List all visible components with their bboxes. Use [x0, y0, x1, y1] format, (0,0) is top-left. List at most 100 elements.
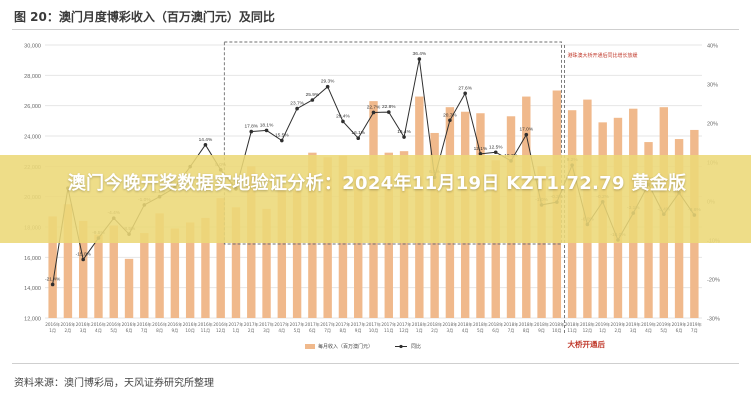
legend-swatch-point: [399, 344, 403, 349]
x-tick-month: 8月: [523, 328, 530, 334]
left-tick-label: 24,000: [24, 135, 41, 141]
x-tick-month: 2月: [64, 328, 71, 334]
yoy-point: [295, 106, 299, 111]
x-tick-month: 1月: [233, 328, 240, 334]
yoy-point: [203, 143, 208, 147]
yoy-data-label: 15.5%: [275, 133, 289, 139]
x-tick-year: 2016年: [137, 321, 152, 328]
x-tick-month: 4月: [95, 328, 102, 334]
x-tick-month: 2月: [248, 328, 255, 334]
yoy-point: [264, 128, 269, 133]
x-tick-month: 3月: [446, 328, 453, 334]
bar: [216, 198, 225, 318]
x-tick-month: 6月: [309, 328, 316, 334]
yoy-point: [81, 257, 85, 262]
x-tick-month: 4月: [278, 328, 285, 334]
x-tick-year: 2017年: [381, 321, 396, 328]
yoy-point: [50, 282, 55, 287]
top-divider: [12, 29, 739, 30]
yoy-data-label: -21.4%: [45, 276, 61, 282]
x-tick-year: 2018年: [534, 321, 549, 328]
right-tick-label: 40%: [707, 44, 718, 50]
x-tick-year: 2017年: [320, 321, 335, 328]
yoy-data-label: 17.8%: [244, 124, 258, 130]
headline-text: 澳门今晚开奖数据实地验证分析：2024年11月19日 KZT1.72.79 黄金…: [67, 173, 687, 194]
x-tick-year: 2018年: [427, 321, 442, 328]
x-tick-year: 2016年: [122, 321, 137, 328]
x-axis-ticks: 2016年1月2016年2月2016年3月2016年4月2016年5月2016年…: [45, 321, 702, 334]
right-tick-label: 20%: [707, 122, 718, 128]
x-tick-month: 6月: [126, 328, 133, 334]
x-tick-month: 5月: [294, 328, 301, 334]
x-tick-month: 2月: [431, 328, 438, 334]
x-tick-year: 2019年: [626, 321, 641, 328]
left-tick-label: 14,000: [24, 286, 41, 292]
x-tick-month: 3月: [263, 328, 270, 334]
x-tick-month: 9月: [171, 328, 178, 334]
x-tick-year: 2019年: [595, 321, 610, 328]
x-tick-month: 7月: [141, 328, 148, 334]
x-tick-year: 2018年: [488, 321, 503, 328]
source-note: 资料来源：澳门博彩局，天风证券研究所整理: [14, 378, 214, 389]
x-tick-year: 2016年: [91, 321, 106, 328]
x-tick-year: 2018年: [504, 321, 519, 328]
x-tick-month: 1月: [49, 328, 56, 334]
yoy-point: [402, 135, 406, 139]
yoy-data-label: 12.1%: [474, 146, 488, 152]
x-tick-month: 8月: [156, 328, 163, 334]
figure-title: 图 20：澳门月度博彩收入（百万澳门元）及同比: [14, 10, 275, 24]
x-tick-month: 10月: [369, 328, 379, 334]
x-tick-year: 2018年: [519, 321, 534, 328]
yoy-point: [371, 110, 376, 115]
x-tick-month: 7月: [508, 328, 515, 334]
yoy-point: [524, 132, 529, 137]
bar: [109, 225, 118, 318]
yoy-data-label: 25.9%: [306, 92, 320, 98]
x-tick-year: 2017年: [244, 321, 259, 328]
x-tick-month: 3月: [80, 328, 87, 334]
x-tick-month: 5月: [660, 328, 667, 334]
yoy-point: [249, 129, 254, 134]
yoy-point: [448, 118, 452, 123]
x-tick-year: 2017年: [397, 321, 412, 328]
x-tick-month: 3月: [630, 328, 637, 334]
headline-banner: [0, 155, 751, 243]
yoy-data-label: -15.0%: [76, 252, 92, 258]
bar: [78, 220, 88, 318]
x-tick-month: 6月: [676, 328, 683, 334]
yoy-data-label: 16.4%: [397, 129, 411, 135]
left-tick-label: 12,000: [24, 317, 41, 323]
x-tick-month: 11月: [201, 328, 211, 334]
x-tick-year: 2019年: [641, 321, 656, 328]
yoy-data-label: 20.7%: [443, 112, 457, 118]
bar: [292, 190, 302, 318]
x-tick-year: 2018年: [549, 321, 564, 328]
yoy-point: [493, 150, 498, 155]
x-tick-month: 4月: [462, 328, 469, 334]
yoy-point: [417, 57, 422, 61]
x-tick-year: 2019年: [687, 321, 702, 328]
x-tick-year: 2018年: [412, 321, 427, 328]
x-tick-year: 2018年: [580, 321, 595, 328]
right-tick-label: -30%: [707, 317, 720, 323]
x-tick-month: 10月: [552, 328, 562, 334]
yoy-data-label: 20.4%: [336, 113, 350, 119]
x-tick-year: 2016年: [45, 321, 60, 328]
x-tick-year: 2017年: [290, 321, 305, 328]
yoy-point: [310, 98, 315, 102]
x-tick-year: 2016年: [106, 321, 121, 328]
bar: [262, 208, 271, 318]
legend-label-revenue: 每月收入（百万澳门元）: [318, 343, 373, 350]
left-tick-label: 30,000: [24, 44, 41, 50]
x-tick-year: 2019年: [672, 321, 687, 328]
bar: [63, 204, 73, 318]
bar: [201, 217, 210, 318]
yoy-data-label: 12.5%: [489, 144, 503, 150]
x-tick-year: 2016年: [76, 321, 91, 328]
x-tick-month: 12月: [583, 328, 593, 334]
x-tick-month: 12月: [216, 328, 226, 334]
x-tick-year: 2019年: [611, 321, 626, 328]
x-tick-month: 4月: [645, 328, 652, 334]
x-tick-month: 9月: [538, 328, 545, 334]
bottom-divider: [12, 363, 739, 364]
